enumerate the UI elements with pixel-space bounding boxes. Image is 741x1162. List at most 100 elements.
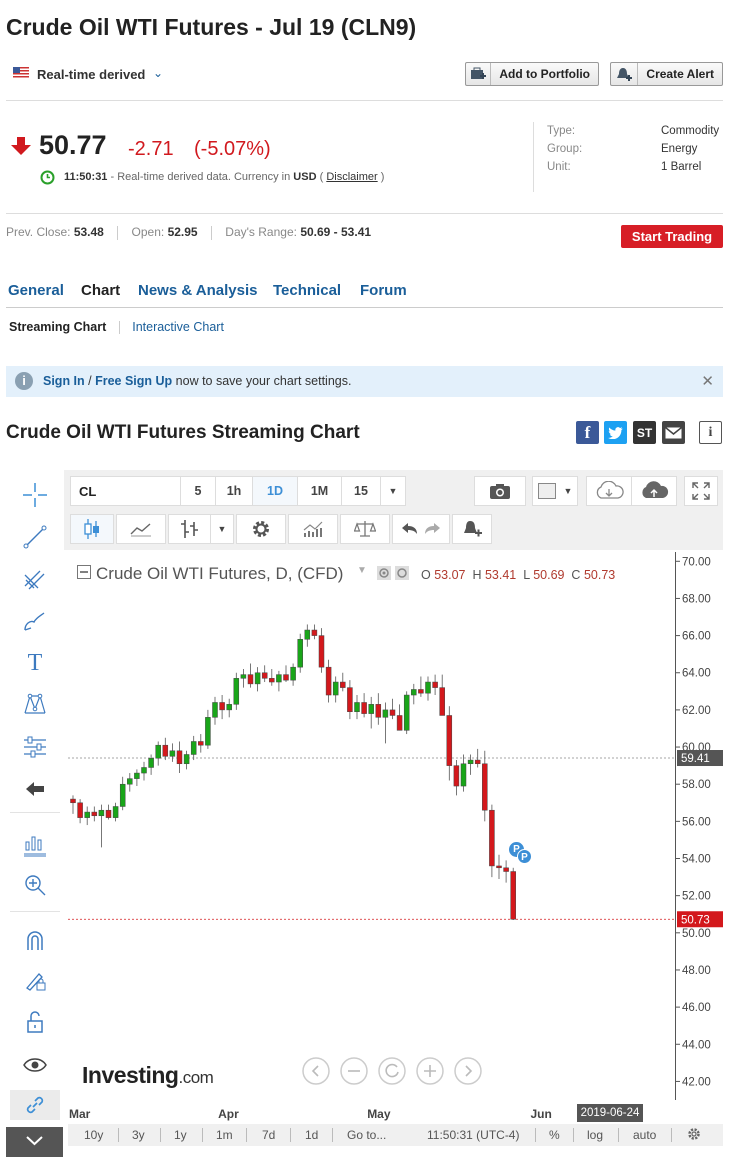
auto-scale-toggle[interactable]: auto <box>633 1128 657 1142</box>
chevron-down-icon[interactable]: ⌄ <box>153 66 164 80</box>
prev-close-value: 53.48 <box>73 225 104 239</box>
price-axis[interactable]: 42.00 44.00 46.00 48.00 50.00 52.00 54.00 56.00… <box>675 552 724 1100</box>
measure-icon[interactable] <box>20 830 50 860</box>
range-1m[interactable]: 1m <box>216 1128 233 1142</box>
compare-chart-icon[interactable] <box>288 514 338 544</box>
link-icon[interactable] <box>10 1090 60 1120</box>
stats-separator <box>117 225 119 240</box>
percent-scale-toggle[interactable]: % <box>549 1128 560 1142</box>
trend-line-icon[interactable] <box>20 522 50 552</box>
price-tag <box>677 911 723 928</box>
cloud-load-icon[interactable] <box>586 476 632 506</box>
fullscreen-icon[interactable] <box>684 476 718 506</box>
stocktwits-icon[interactable]: ST <box>633 421 656 444</box>
collapse-toolbar-button[interactable] <box>6 1127 63 1157</box>
us-flag-icon <box>13 67 29 78</box>
cloud-save-icon[interactable] <box>631 476 677 506</box>
y-tick-label: 64.00 <box>682 668 711 680</box>
pattern-icon[interactable] <box>20 690 50 720</box>
prediction-tool-icon[interactable] <box>20 732 50 762</box>
candle <box>162 744 169 757</box>
disclaimer-link[interactable]: Disclaimer <box>326 171 378 183</box>
tab-general[interactable]: General <box>8 282 64 299</box>
range-7d[interactable]: 7d <box>262 1128 276 1142</box>
email-icon[interactable] <box>662 421 685 444</box>
free-signup-link[interactable]: Free Sign Up <box>95 374 173 388</box>
interval-1h[interactable]: 1h <box>215 476 253 506</box>
range-3y[interactable]: 3y <box>132 1128 145 1142</box>
area-chart-icon[interactable] <box>116 514 166 544</box>
tab-news-analysis[interactable]: News & Analysis <box>138 282 258 299</box>
range-10y[interactable]: 10y <box>84 1128 104 1142</box>
chart-style-select[interactable]: ▼ <box>532 476 578 506</box>
interactive-chart-link[interactable]: Interactive Chart <box>132 320 224 334</box>
candlestick-type-icon[interactable] <box>70 514 114 544</box>
start-trading-button[interactable]: Start Trading <box>621 225 723 248</box>
chart-plot-area[interactable]: Crude Oil WTI Futures, D, (CFD) ▼ O 53.0… <box>68 552 675 1100</box>
time-axis[interactable]: Mar Apr May Jun <box>68 1100 675 1124</box>
alert-bell-icon[interactable] <box>452 514 492 544</box>
sign-in-link[interactable]: Sign In <box>43 374 85 388</box>
indicators-icon[interactable] <box>168 514 212 544</box>
chart-subnav: Streaming Chart Interactive Chart <box>9 320 224 335</box>
legend-caret-icon[interactable]: ▼ <box>357 565 367 576</box>
lock-drawing-icon[interactable] <box>20 965 50 995</box>
candle <box>119 783 126 807</box>
tab-technical[interactable]: Technical <box>273 282 342 299</box>
fibonacci-icon[interactable] <box>20 564 50 594</box>
text-tool-icon[interactable]: T <box>27 649 43 676</box>
signin-banner: i Sign In / Free Sign Up now to save you… <box>6 366 723 397</box>
unlock-icon[interactable] <box>20 1007 50 1037</box>
y-tick-label: 48.00 <box>682 965 711 977</box>
y-tick-label: 52.00 <box>682 891 711 903</box>
settings-gear-icon[interactable] <box>687 1127 701 1144</box>
open-label: O <box>421 568 431 582</box>
candle <box>183 754 190 765</box>
tab-forum[interactable]: Forum <box>360 282 407 299</box>
timezone-clock[interactable]: 11:50:31 (UTC-4) <box>427 1128 520 1142</box>
info-button-icon[interactable]: i <box>699 421 722 444</box>
streaming-chart-link[interactable]: Streaming Chart <box>9 320 107 334</box>
add-to-portfolio-button[interactable]: Add to Portfolio <box>465 62 599 86</box>
day-range-value: 50.69 - 53.41 <box>300 225 372 239</box>
symbol-input[interactable]: CL <box>70 476 182 506</box>
interval-1d[interactable]: 1D <box>252 476 298 506</box>
indicators-dropdown[interactable]: ▼ <box>210 514 234 544</box>
close-icon[interactable]: ✕ <box>701 373 714 390</box>
legend-collapse-icon[interactable] <box>77 565 91 584</box>
twitter-icon[interactable] <box>604 421 627 444</box>
zoom-in-icon[interactable] <box>20 870 50 900</box>
gear-icon[interactable] <box>236 514 286 544</box>
candle <box>510 871 516 920</box>
crosshair-icon[interactable] <box>20 480 50 510</box>
divider <box>6 213 723 214</box>
go-to-date-button[interactable]: Go to... <box>347 1128 387 1142</box>
event-marker-p[interactable]: P <box>517 849 532 864</box>
interval-dropdown[interactable]: ▼ <box>380 476 406 506</box>
interval-1m[interactable]: 1M <box>297 476 342 506</box>
candle <box>77 802 83 818</box>
interval-5[interactable]: 5 <box>180 476 216 506</box>
candle <box>340 681 346 688</box>
tab-chart[interactable]: Chart <box>81 282 121 299</box>
range-1d[interactable]: 1d <box>305 1128 319 1142</box>
realtime-label[interactable]: Real-time derived <box>37 67 146 82</box>
log-scale-toggle[interactable]: log <box>587 1128 604 1142</box>
candle <box>297 639 303 668</box>
camera-icon[interactable] <box>474 476 526 506</box>
y-tick-label: 56.00 <box>682 816 711 828</box>
magnet-icon[interactable] <box>20 925 50 955</box>
facebook-icon[interactable]: f <box>576 421 599 444</box>
scales-icon[interactable] <box>340 514 390 544</box>
arrow-left-icon[interactable] <box>20 774 50 804</box>
eye-icon[interactable] <box>20 1050 50 1080</box>
create-alert-button[interactable]: Create Alert <box>610 62 723 86</box>
chart-canvas[interactable] <box>68 552 675 1100</box>
undo-icon[interactable] <box>400 521 442 537</box>
portfolio-add-icon <box>466 63 492 85</box>
brush-icon[interactable] <box>20 606 50 636</box>
range-1y[interactable]: 1y <box>174 1128 187 1142</box>
legend-visibility-icon[interactable] <box>377 566 411 585</box>
interval-15[interactable]: 15 <box>341 476 381 506</box>
candle <box>354 702 360 713</box>
